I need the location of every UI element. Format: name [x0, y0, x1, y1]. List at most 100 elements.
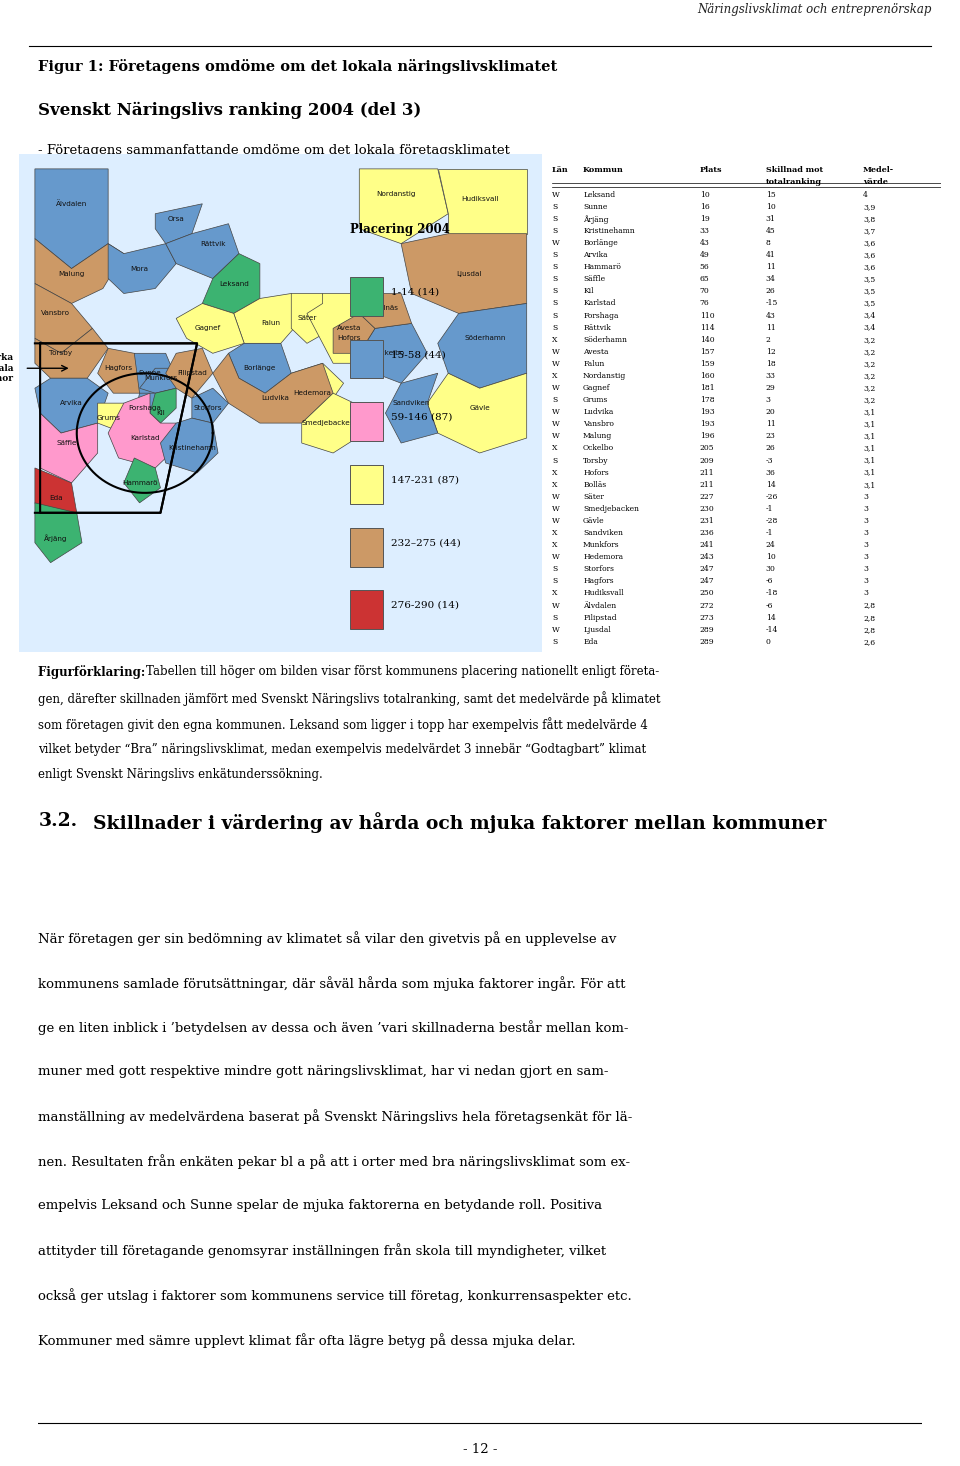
Text: W: W [552, 504, 560, 513]
Text: Säffle: Säffle [56, 440, 77, 446]
Text: Säter: Säter [583, 493, 604, 501]
Text: W: W [552, 408, 560, 416]
Text: muner med gott respektive mindre gott näringslivsklimat, har vi nedan gjort en s: muner med gott respektive mindre gott nä… [38, 1064, 609, 1078]
Text: Hedemora: Hedemora [293, 390, 331, 396]
Polygon shape [427, 374, 527, 453]
Text: -26: -26 [766, 493, 779, 501]
Text: Älvdalen: Älvdalen [583, 601, 616, 610]
Text: också ger utslag i faktorer som kommunens service till företag, konkurrensaspekt: också ger utslag i faktorer som kommunen… [38, 1289, 632, 1303]
Text: 10: 10 [700, 191, 709, 199]
Text: X: X [552, 541, 558, 550]
Text: 3.2.: 3.2. [38, 812, 78, 830]
Text: 3: 3 [863, 553, 868, 561]
Polygon shape [359, 293, 412, 328]
Polygon shape [35, 468, 77, 528]
Text: S: S [552, 202, 557, 211]
Polygon shape [359, 324, 427, 383]
Text: 3,2: 3,2 [863, 359, 876, 368]
Polygon shape [35, 503, 82, 563]
Text: -1: -1 [766, 504, 774, 513]
Text: 31: 31 [766, 216, 776, 223]
Text: 247: 247 [700, 578, 714, 585]
Text: 114: 114 [700, 324, 714, 331]
Text: 3: 3 [863, 578, 868, 585]
Text: 147-231 (87): 147-231 (87) [391, 475, 459, 485]
Text: Filipstad: Filipstad [583, 614, 616, 622]
Text: 10: 10 [766, 553, 776, 561]
Text: -3: -3 [766, 456, 774, 465]
Text: W: W [552, 191, 560, 199]
Text: 3,2: 3,2 [863, 384, 876, 391]
Text: 3,5: 3,5 [863, 299, 876, 308]
Text: Näringslivsklimat och entreprenörskap: Näringslivsklimat och entreprenörskap [697, 3, 931, 16]
Text: Säffle: Säffle [583, 276, 605, 283]
Polygon shape [228, 343, 291, 393]
Text: 14: 14 [766, 481, 776, 488]
Text: Hammarö: Hammarö [583, 264, 621, 271]
Text: Ludvika: Ludvika [262, 396, 290, 402]
Text: Kristinehamn: Kristinehamn [583, 227, 635, 235]
Text: Årjäng: Årjäng [44, 534, 67, 541]
Text: S: S [552, 638, 557, 647]
Text: Starka
lokala
kärnor: Starka lokala kärnor [0, 353, 14, 383]
Text: Medel-: Medel- [863, 166, 894, 174]
Text: 3,1: 3,1 [863, 456, 876, 465]
Text: Gävle: Gävle [469, 405, 490, 410]
Polygon shape [166, 349, 213, 399]
Text: W: W [552, 601, 560, 610]
Text: Nordanstig: Nordanstig [583, 372, 626, 380]
Text: 3,1: 3,1 [863, 408, 876, 416]
Text: 24: 24 [766, 541, 776, 550]
Polygon shape [438, 169, 527, 233]
Text: 29: 29 [766, 384, 776, 391]
Polygon shape [35, 328, 108, 378]
Text: 20: 20 [766, 408, 776, 416]
Text: värde: värde [863, 179, 888, 186]
Text: 11: 11 [766, 421, 776, 428]
Text: Orsa: Orsa [168, 216, 184, 221]
Text: 250: 250 [700, 589, 714, 598]
Polygon shape [19, 154, 542, 652]
Text: Borlänge: Borlänge [583, 239, 618, 248]
Text: 193: 193 [700, 408, 714, 416]
Text: Rättvik: Rättvik [583, 324, 611, 331]
Text: S: S [552, 276, 557, 283]
Text: Bolläs: Bolläs [583, 481, 607, 488]
Text: Grums: Grums [96, 415, 120, 421]
Text: Avesta: Avesta [337, 325, 361, 331]
Text: S: S [552, 287, 557, 295]
Polygon shape [359, 169, 448, 243]
Text: 231: 231 [700, 517, 714, 525]
Text: Figur 1: Företagens omdöme om det lokala näringslivsklimatet: Figur 1: Företagens omdöme om det lokala… [38, 59, 558, 75]
Text: Filipstad: Filipstad [177, 371, 206, 377]
Text: W: W [552, 359, 560, 368]
Text: Eda: Eda [49, 496, 62, 501]
Text: Län: Län [552, 166, 568, 174]
Text: Kristinehamn: Kristinehamn [168, 446, 216, 452]
Text: Vansbro: Vansbro [41, 311, 70, 317]
Text: Sandviken: Sandviken [393, 400, 430, 406]
Text: Forshaga: Forshaga [583, 312, 618, 320]
Polygon shape [98, 349, 156, 393]
Text: Ljusdal: Ljusdal [583, 626, 611, 633]
Text: Hofors: Hofors [337, 336, 361, 342]
Text: Kommun: Kommun [583, 166, 624, 174]
Text: 3,6: 3,6 [863, 251, 876, 259]
Text: 3,2: 3,2 [863, 336, 876, 343]
Text: 178: 178 [700, 396, 714, 405]
Text: Skillnader i värdering av hårda och mjuka faktorer mellan kommuner: Skillnader i värdering av hårda och mjuk… [93, 812, 827, 833]
Text: nen. Resultaten från enkäten pekar bl a på att i orter med bra näringslivsklimat: nen. Resultaten från enkäten pekar bl a … [38, 1154, 631, 1168]
Text: -15: -15 [766, 299, 779, 308]
Polygon shape [35, 283, 92, 353]
Text: Figurförklaring:: Figurförklaring: [38, 666, 150, 679]
Text: - Företagens sammanfattande omdöme om det lokala företagsklimatet: - Företagens sammanfattande omdöme om de… [38, 144, 511, 157]
Text: 196: 196 [700, 432, 714, 440]
Text: 26: 26 [766, 444, 776, 453]
Text: 205: 205 [700, 444, 714, 453]
Text: W: W [552, 421, 560, 428]
Text: 3: 3 [863, 541, 868, 550]
Text: 3,1: 3,1 [863, 481, 876, 488]
Bar [349, 402, 383, 441]
Text: Nordanstig: Nordanstig [376, 191, 416, 196]
Text: Svenskt Näringslivs ranking 2004 (del 3): Svenskt Näringslivs ranking 2004 (del 3) [38, 103, 421, 119]
